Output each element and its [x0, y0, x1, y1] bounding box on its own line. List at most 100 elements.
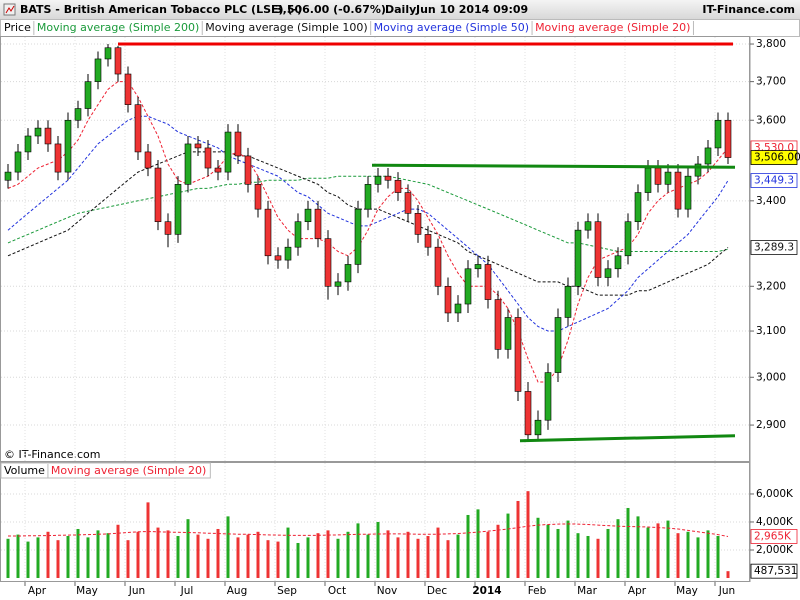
- value-tag: [750, 173, 798, 188]
- volume-bar: [76, 528, 80, 578]
- candle-body: [424, 234, 432, 248]
- legend-entry: Moving average (Simple 200): [37, 21, 199, 34]
- candle-body: [534, 419, 542, 436]
- y-tick-label: 2,900: [756, 419, 786, 431]
- x-tick-label: May: [676, 585, 698, 597]
- candle-body: [124, 73, 132, 105]
- volume-bar: [186, 519, 190, 578]
- candle-body: [544, 372, 552, 421]
- volume-bar: [66, 535, 70, 578]
- legend-entry: Moving average (Simple 20): [535, 21, 690, 34]
- candle-body: [324, 238, 332, 287]
- volume-bar: [126, 540, 130, 578]
- x-tick-label: Mar: [577, 585, 597, 597]
- x-tick-label: Nov: [377, 585, 398, 597]
- candle-body: [104, 47, 112, 60]
- volume-bar: [466, 514, 470, 578]
- y-tick-label: 4,000K: [756, 516, 794, 528]
- candle-body: [354, 208, 362, 265]
- candle-body: [644, 167, 652, 193]
- candle-body: [4, 171, 12, 181]
- volume-bar: [606, 528, 610, 578]
- candle-body: [254, 184, 262, 210]
- candle-body: [234, 131, 242, 157]
- volume-bar: [136, 531, 140, 578]
- volume-bar: [316, 533, 320, 578]
- candle-body: [564, 285, 572, 318]
- volume-bar: [16, 534, 20, 578]
- candle-body: [84, 81, 92, 109]
- candle-body: [574, 229, 582, 287]
- candle-body: [314, 208, 322, 239]
- candle-body: [204, 147, 212, 169]
- volume-bar: [656, 523, 660, 578]
- x-tick-label: Sep: [277, 585, 297, 597]
- interval: Daily: [385, 3, 416, 16]
- header-icon-glyph: [5, 5, 15, 14]
- volume-bar: [336, 538, 340, 578]
- trendline: [371, 163, 736, 169]
- volume-legend-entry: Volume: [4, 464, 45, 477]
- value-tag: [750, 150, 798, 165]
- candle-body: [524, 391, 532, 436]
- candle-body: [474, 264, 482, 270]
- source: IT-Finance.com: [702, 3, 795, 16]
- x-tick-label: Jun: [128, 585, 145, 597]
- volume-bar: [626, 507, 630, 578]
- candle-body: [24, 135, 32, 153]
- volume-bar: [716, 535, 720, 578]
- x-tick-label: Jun: [718, 585, 735, 597]
- x-tick-label: Apr: [628, 585, 647, 597]
- legend-entry: Moving average (Simple 50): [374, 21, 529, 34]
- volume-bar: [646, 527, 650, 578]
- volume-bar: [256, 531, 260, 578]
- x-tick-label: May: [76, 585, 98, 597]
- x-tick-label: Apr: [28, 585, 47, 597]
- x-tick-label: 2014: [472, 585, 501, 597]
- volume-bar: [176, 535, 180, 578]
- volume-bar: [546, 524, 550, 578]
- y-tick-label: 3,000: [756, 371, 786, 383]
- volume-bar: [376, 521, 380, 578]
- volume-bar: [86, 537, 90, 578]
- value-tag-label: 487,531: [754, 565, 797, 577]
- volume-legend-box: [0, 462, 211, 479]
- volume-bar: [676, 533, 680, 578]
- candle-body: [494, 299, 502, 350]
- volume-bar: [506, 513, 510, 578]
- volume-bar: [276, 541, 280, 578]
- volume-bar: [416, 538, 420, 578]
- volume-bar: [286, 527, 290, 578]
- candle-body: [54, 143, 62, 173]
- quote: 3,506.00 (-0.67%): [275, 3, 386, 16]
- y-tick-label: 3,800: [756, 38, 786, 50]
- legend-entry: Moving average (Simple 100): [205, 21, 367, 34]
- candle-body: [274, 255, 282, 261]
- value-tag-label: 3,449.3: [754, 175, 794, 187]
- candle-body: [364, 184, 372, 210]
- volume-bar: [146, 502, 150, 578]
- candle-body: [664, 171, 672, 185]
- candle-body: [374, 175, 382, 185]
- volume-bar: [706, 530, 710, 578]
- candle-body: [464, 268, 472, 305]
- candle-body: [414, 213, 422, 235]
- candle-body: [394, 179, 402, 193]
- volume-bar: [6, 538, 10, 578]
- volume-bar: [666, 520, 670, 578]
- volume-bar: [586, 535, 590, 578]
- volume-bar: [216, 528, 220, 578]
- value-tag-label: 2,965K: [754, 530, 792, 542]
- candle-body: [344, 264, 352, 283]
- candle-body: [34, 127, 42, 137]
- candle-body: [404, 192, 412, 214]
- x-tick-label: Feb: [528, 585, 547, 597]
- x-tick-label: Jul: [180, 585, 194, 597]
- volume-bar: [496, 524, 500, 578]
- volume-bar: [96, 530, 100, 578]
- volume-bar: [406, 531, 410, 578]
- volume-bar: [116, 524, 120, 578]
- value-tag: [750, 563, 798, 579]
- value-tag: [750, 529, 798, 544]
